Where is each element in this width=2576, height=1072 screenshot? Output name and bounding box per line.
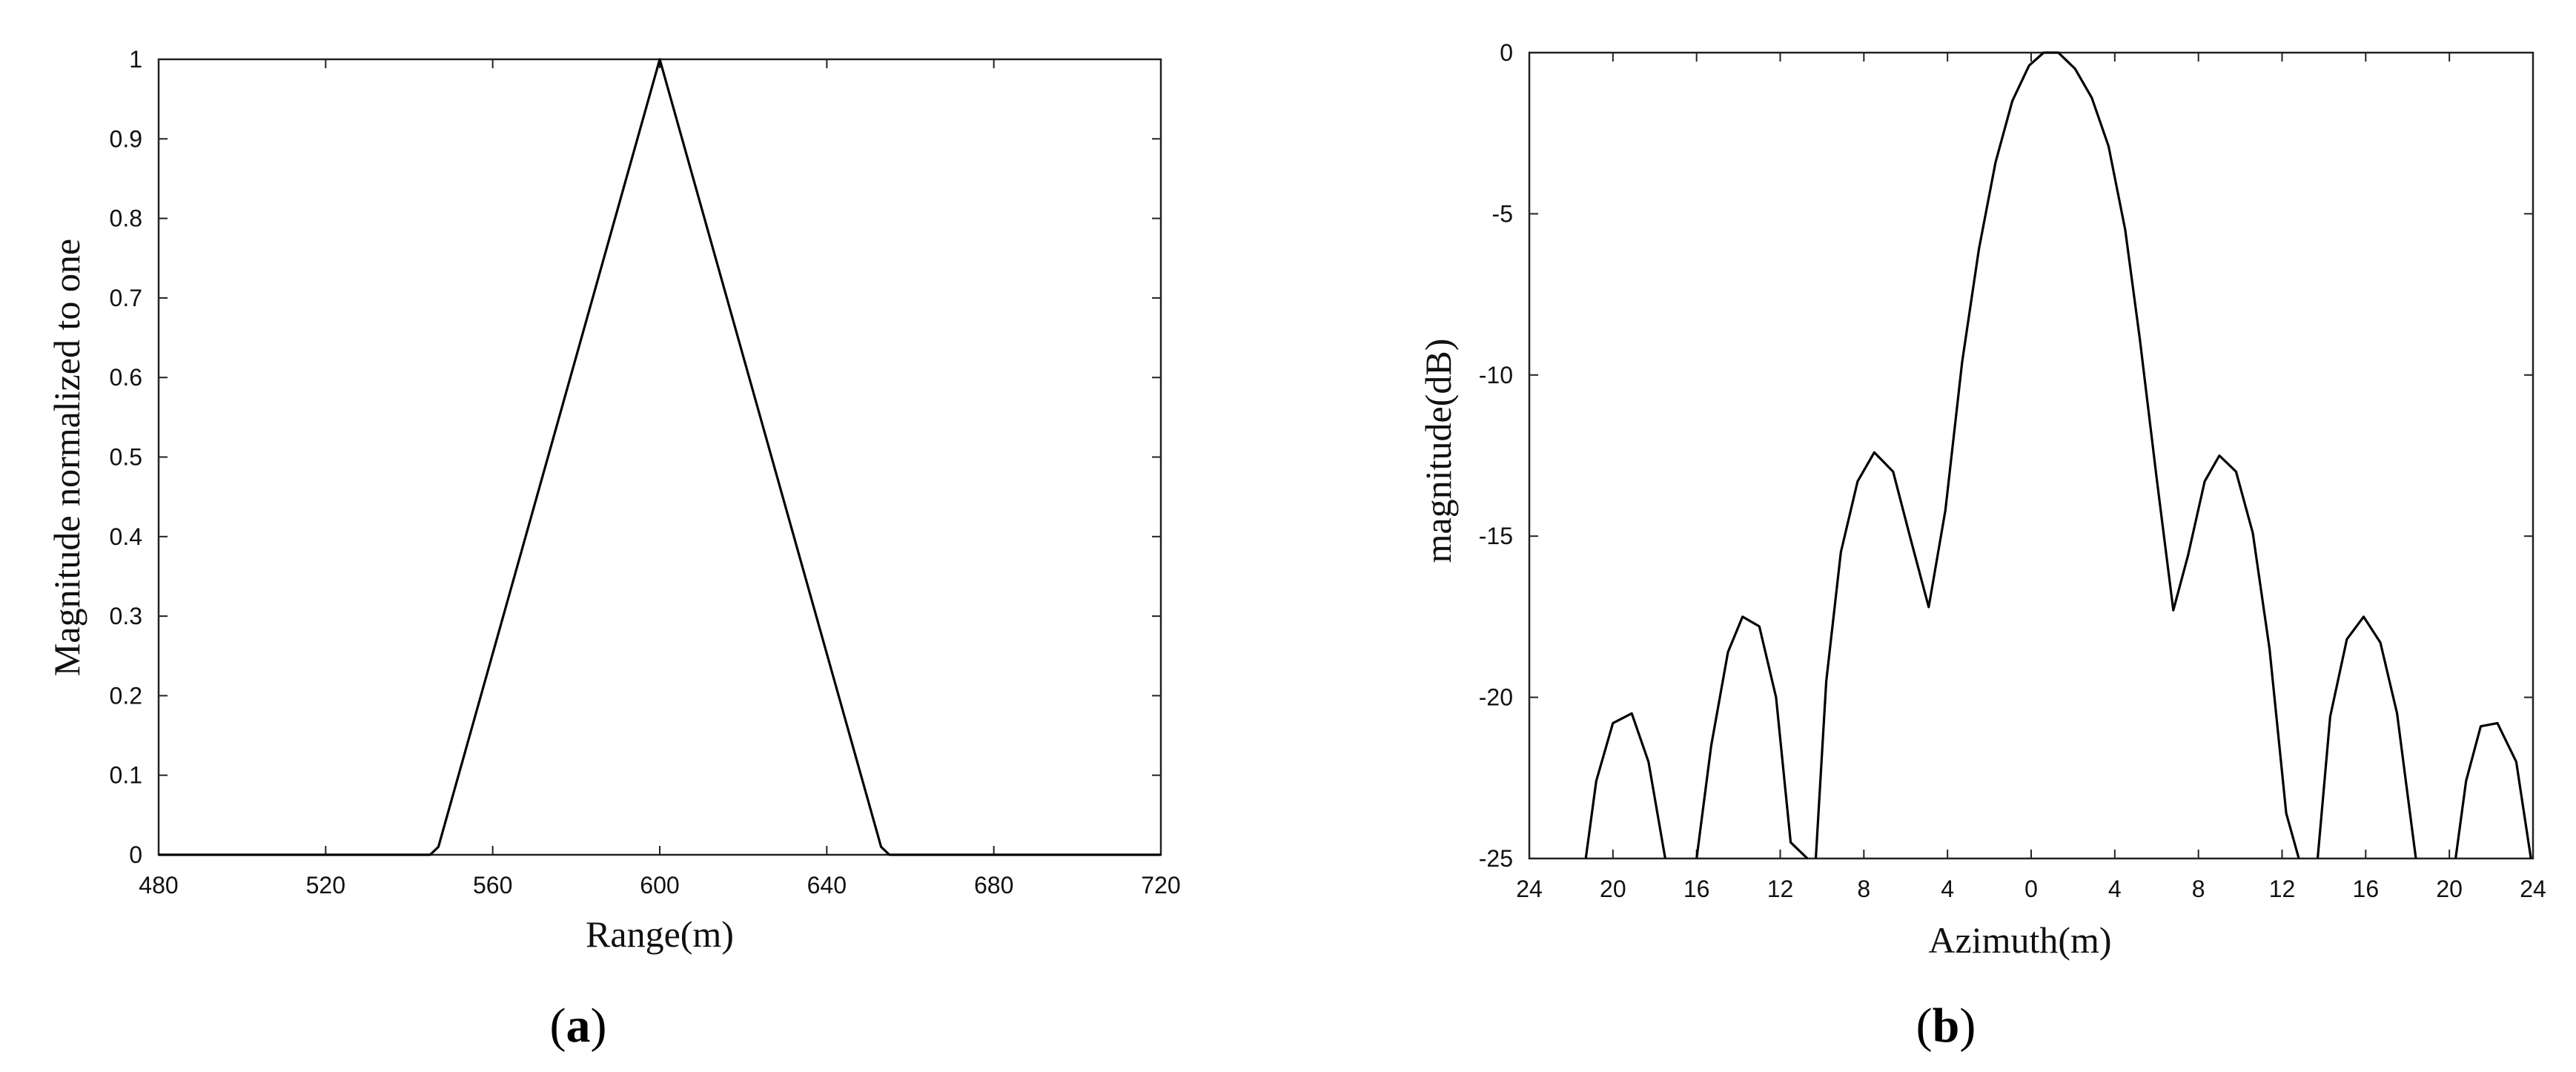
panelA-ytick-label: 0.9 bbox=[110, 125, 142, 152]
panelB-xtick-label: 12 bbox=[2269, 876, 2296, 902]
panelB-ytick-label: -15 bbox=[1479, 523, 1513, 549]
panelA-xtick-label: 720 bbox=[1141, 872, 1180, 899]
panelB-ytick-label: 0 bbox=[1500, 39, 1513, 66]
panelA-series-0-line bbox=[159, 58, 1161, 856]
panelA-xtick-label: 640 bbox=[807, 872, 847, 899]
panelB-xtick-label: 16 bbox=[2353, 876, 2380, 902]
chart-b-frame bbox=[1528, 51, 2534, 860]
chart-a-y-axis-title: Magnitude normalized to one bbox=[46, 239, 87, 676]
panelA-ytick-label: 1 bbox=[129, 46, 142, 73]
panelA-ytick-label: 0 bbox=[129, 841, 142, 868]
chart-a: 480 520 560 600 640 680 720 0 0.1 0.2 0.3 0.4 0.5 0.… bbox=[46, 46, 1181, 1053]
chart-b-y-axis-title: magnitude(dB) bbox=[1417, 339, 1459, 563]
chart-b-panel-label: (b) bbox=[1916, 999, 1976, 1053]
panelA-ytick-label: 0.8 bbox=[110, 205, 142, 232]
panelB-series-0-line-seg-2 bbox=[1814, 51, 2300, 859]
chart-b: 24 20 16 12 8 4 0 4 8 12 16 20 24 -25 -20 -15 -10 -5 0 Az… bbox=[1417, 39, 2546, 1053]
chart-b-x-axis-title: Azimuth(m) bbox=[1928, 919, 2111, 961]
panelA-ytick-label: 0.3 bbox=[110, 603, 142, 629]
panelB-ytick-label: -5 bbox=[1492, 200, 1513, 227]
panelA-ytick-label: 0.5 bbox=[110, 444, 142, 471]
panelB-ytick-label: -25 bbox=[1479, 845, 1513, 872]
panelB-series-0-line-seg-1 bbox=[1695, 615, 1809, 860]
panelA-xtick-label: 480 bbox=[139, 872, 178, 899]
panelB-xtick-label: 8 bbox=[1857, 876, 1870, 902]
panelA-ytick-label: 0.1 bbox=[110, 762, 142, 789]
panelA-ytick-label: 0.4 bbox=[110, 523, 142, 550]
panelB-xtick-label: 4 bbox=[1941, 876, 1954, 902]
panelB-ytick-label: -10 bbox=[1479, 362, 1513, 388]
chart-a-frame bbox=[157, 58, 1162, 856]
panelB-xtick-label: 12 bbox=[1767, 876, 1794, 902]
panelA-ytick-label: 0.6 bbox=[110, 364, 142, 391]
panelB-xtick-label: 24 bbox=[2520, 876, 2546, 902]
panelB-series-0-line-seg-0 bbox=[1584, 712, 1666, 859]
panelB-series-0-line-seg-4 bbox=[2454, 721, 2532, 859]
panelB-xtick-label: 24 bbox=[1516, 876, 1543, 902]
panelB-xtick-label: 8 bbox=[2192, 876, 2205, 902]
panelB-xtick-label: 4 bbox=[2108, 876, 2122, 902]
chart-a-x-axis-title: Range(m) bbox=[586, 913, 734, 955]
panelB-ytick-label: -20 bbox=[1479, 684, 1513, 711]
panelB-xtick-label: 0 bbox=[2024, 876, 2038, 902]
panelB-xtick-label: 20 bbox=[2436, 876, 2463, 902]
panelA-ytick-label: 0.2 bbox=[110, 682, 142, 709]
chart-b-panel-letter: b bbox=[1933, 999, 1960, 1053]
panelA-xtick-label: 600 bbox=[640, 872, 679, 899]
panelB-xtick-label: 16 bbox=[1683, 876, 1710, 902]
panelA-xtick-label: 680 bbox=[974, 872, 1013, 899]
panelA-xtick-label: 520 bbox=[306, 872, 345, 899]
panelA-ytick-label: 0.7 bbox=[110, 285, 142, 311]
chart-a-panel-letter: a bbox=[566, 999, 591, 1053]
panelA-xtick-label: 560 bbox=[473, 872, 512, 899]
panelB-xtick-label: 20 bbox=[1600, 876, 1626, 902]
chart-a-panel-label: (a) bbox=[550, 999, 607, 1053]
panelB-series-0-line-seg-3 bbox=[2316, 615, 2417, 859]
